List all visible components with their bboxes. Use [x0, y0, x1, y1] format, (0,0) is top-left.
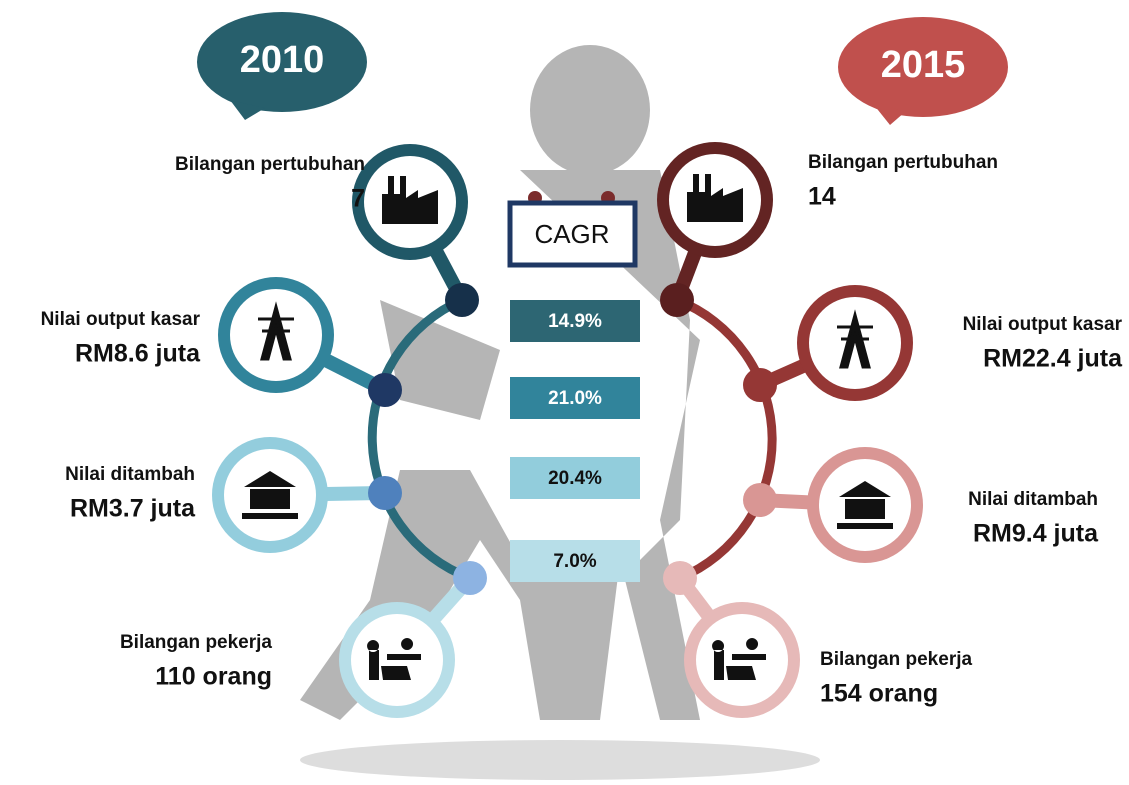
indicator: Bilangan pekerja 110 orang: [120, 561, 487, 718]
item-label: Nilai ditambah: [65, 464, 195, 485]
indicator: Nilai ditambah RM9.4 juta: [743, 447, 1099, 563]
cagr-bar: [510, 300, 640, 342]
icon: [367, 638, 421, 680]
item-label: Nilai output kasar: [963, 314, 1123, 335]
icon-circle: [809, 297, 901, 389]
item-label: Bilangan pertubuhan: [808, 152, 998, 173]
indicator: Nilai output kasar RM8.6 juta: [41, 277, 402, 407]
item-value: 110 orang: [155, 663, 272, 691]
item-value: RM8.6 juta: [75, 340, 201, 368]
indicator: Nilai ditambah RM3.7 juta: [65, 437, 402, 553]
cagr-value: 7.0%: [553, 551, 596, 572]
item-label: Bilangan pekerja: [120, 632, 272, 653]
item-value: RM9.4 juta: [973, 520, 1099, 548]
item-value: 14: [808, 183, 836, 211]
arc-dot: [445, 283, 479, 317]
cagr-bar: [510, 457, 640, 499]
arc-dot: [663, 561, 697, 595]
right-arc: [675, 295, 777, 583]
cagr-value: 14.9%: [548, 311, 602, 332]
arc-dot: [368, 476, 402, 510]
item-label: Bilangan pertubuhan: [175, 154, 365, 175]
icon: [242, 471, 298, 519]
icon: [258, 301, 294, 361]
item-label: Nilai output kasar: [41, 309, 201, 330]
cagr-bar: [510, 540, 640, 582]
arc-dot: [743, 483, 777, 517]
icon: [712, 638, 766, 680]
cagr-box: CAGR: [507, 191, 638, 268]
icon: [687, 174, 743, 222]
indicator: Nilai output kasar RM22.4 juta: [743, 285, 1123, 402]
cagr-value: 20.4%: [548, 468, 602, 489]
icon: [837, 309, 873, 369]
cagr-title: CAGR: [534, 219, 609, 249]
arc-dot: [368, 373, 402, 407]
year: 2015: [881, 44, 966, 86]
year: 2010: [240, 39, 325, 81]
silhouette: [300, 45, 820, 780]
arc-dot: [743, 368, 777, 402]
icon: [382, 176, 438, 224]
arc-dot: [660, 283, 694, 317]
item-label: Bilangan pekerja: [820, 649, 972, 670]
item-value: RM22.4 juta: [983, 345, 1123, 373]
icon: [837, 481, 893, 529]
left-year-bubble: 2010: [197, 12, 367, 120]
right-year-bubble: 2015: [838, 17, 1008, 125]
cagr-bar: [510, 377, 640, 419]
cagr-value: 21.0%: [548, 388, 602, 409]
arc-dot: [453, 561, 487, 595]
icon-circle: [230, 289, 322, 381]
left-arc: [367, 295, 472, 583]
indicator: Bilangan pertubuhan 7: [175, 144, 479, 317]
indicator: Bilangan pekerja 154 orang: [663, 561, 972, 718]
item-value: 154 orang: [820, 680, 938, 708]
item-value: RM3.7 juta: [70, 495, 196, 523]
item-value: 7: [351, 185, 365, 213]
item-label: Nilai ditambah: [968, 489, 1098, 510]
indicator: Bilangan pertubuhan 14: [657, 142, 998, 317]
